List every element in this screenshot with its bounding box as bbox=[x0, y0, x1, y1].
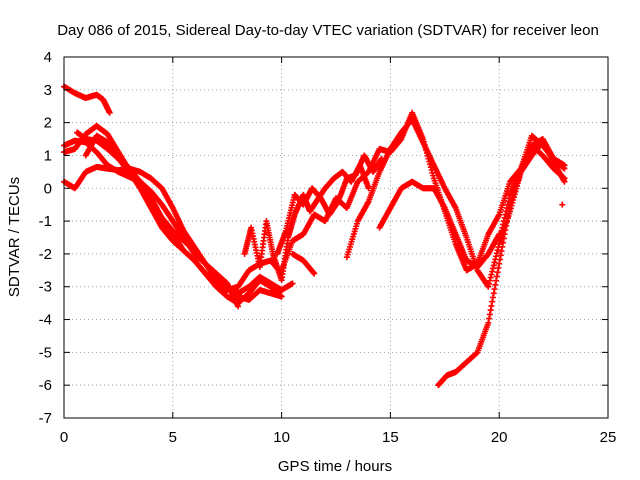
y-tick-label: 2 bbox=[44, 115, 52, 132]
y-tick-label: -3 bbox=[39, 279, 52, 296]
x-tick-label: 10 bbox=[273, 429, 290, 446]
data-point bbox=[278, 293, 285, 300]
axis-ticks: 0 5 10 15 20 25 -7 -6 -5 -4 -3 -2 -1 0 1 2 3 4 bbox=[39, 49, 617, 446]
series-track-4 bbox=[61, 163, 285, 303]
y-tick-label: -1 bbox=[39, 213, 52, 230]
chart-title: Day 086 of 2015, Sidereal Day-to-day VTE… bbox=[57, 22, 599, 39]
y-tick-label: 3 bbox=[44, 82, 52, 99]
x-tick-label: 15 bbox=[382, 429, 399, 446]
data-point bbox=[311, 270, 318, 277]
y-tick-label: 0 bbox=[44, 180, 52, 197]
x-tick-label: 25 bbox=[600, 429, 617, 446]
y-tick-label: 1 bbox=[44, 147, 52, 164]
data-point bbox=[561, 165, 568, 172]
data-point bbox=[561, 178, 568, 185]
series-track-15 bbox=[559, 201, 566, 208]
y-tick-label: -7 bbox=[39, 410, 52, 427]
data-point bbox=[559, 201, 566, 208]
y-tick-label: -2 bbox=[39, 246, 52, 263]
y-tick-label: 4 bbox=[44, 49, 52, 66]
y-tick-label: -6 bbox=[39, 377, 52, 394]
x-axis-label: GPS time / hours bbox=[278, 458, 392, 475]
grid-lines bbox=[64, 57, 608, 418]
x-tick-label: 5 bbox=[169, 429, 177, 446]
y-axis-label: SDTVAR / TECUs bbox=[6, 177, 23, 297]
data-point bbox=[289, 280, 296, 287]
x-tick-label: 0 bbox=[60, 429, 68, 446]
y-tick-label: -5 bbox=[39, 344, 52, 361]
data-point bbox=[235, 303, 242, 310]
series-track-10 bbox=[289, 250, 318, 277]
series-track-12 bbox=[376, 178, 503, 271]
series-track-14 bbox=[496, 132, 568, 244]
x-tick-label: 20 bbox=[491, 429, 508, 446]
y-tick-label: -4 bbox=[39, 312, 52, 329]
series-track-7 bbox=[241, 162, 372, 284]
plot-frame bbox=[63, 56, 609, 419]
data-point bbox=[106, 109, 113, 116]
data-points bbox=[61, 83, 568, 389]
